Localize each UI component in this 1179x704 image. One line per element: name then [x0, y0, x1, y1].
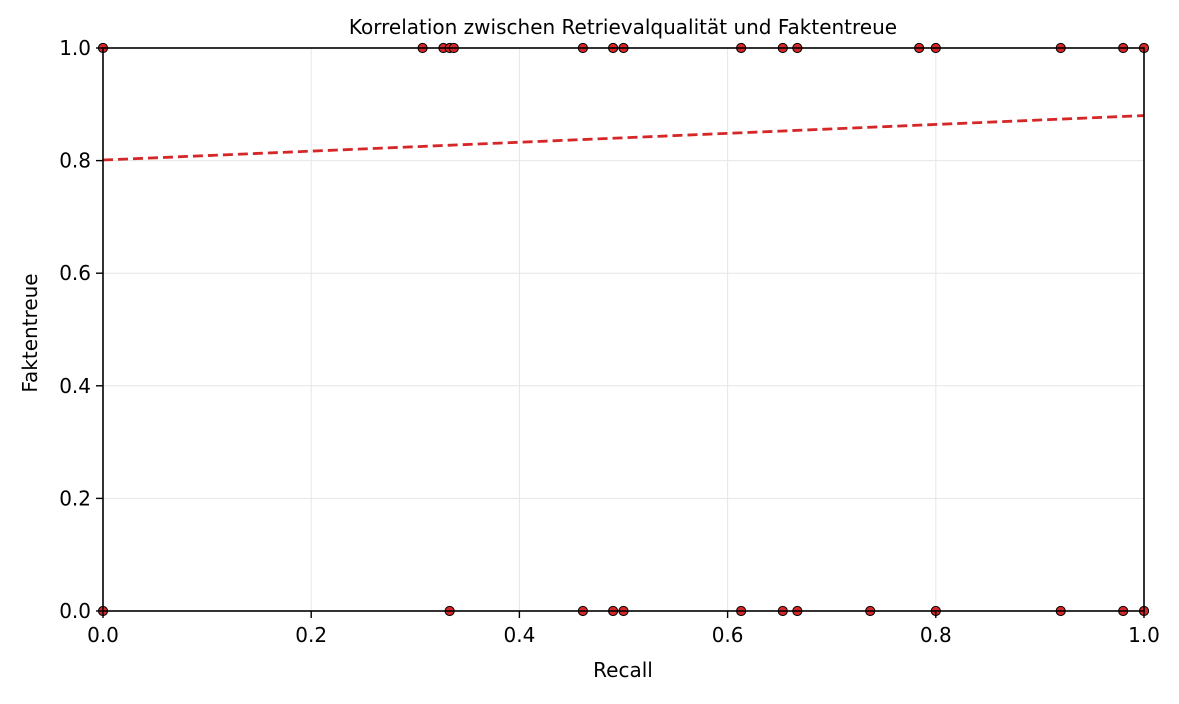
y-axis-ticks: 0.0 0.2 0.4 0.6 0.8 1.0	[59, 36, 103, 623]
x-tick-label: 0.0	[87, 623, 119, 647]
x-tick-label: 0.8	[920, 623, 952, 647]
plot-frame	[102, 47, 1145, 612]
x-tick-label: 0.2	[295, 623, 327, 647]
x-axis-ticks: 0.0 0.2 0.4 0.6 0.8 1.0	[87, 611, 1160, 647]
y-axis-label: Faktentreue	[18, 273, 42, 392]
trend-line-layer	[102, 114, 1145, 162]
x-axis-label: Recall	[593, 658, 653, 682]
y-tick-label: 0.2	[59, 486, 91, 510]
x-tick-label: 0.6	[712, 623, 744, 647]
y-tick-label: 0.4	[59, 374, 91, 398]
y-tick-label: 0.0	[59, 599, 91, 623]
y-tick-label: 0.8	[59, 149, 91, 173]
x-tick-label: 1.0	[1128, 623, 1160, 647]
trend-line	[102, 114, 1145, 162]
x-tick-label: 0.4	[503, 623, 535, 647]
chart-title: Korrelation zwischen Retrievalqualität u…	[349, 15, 897, 39]
y-tick-label: 1.0	[59, 36, 91, 60]
y-tick-label: 0.6	[59, 261, 91, 285]
